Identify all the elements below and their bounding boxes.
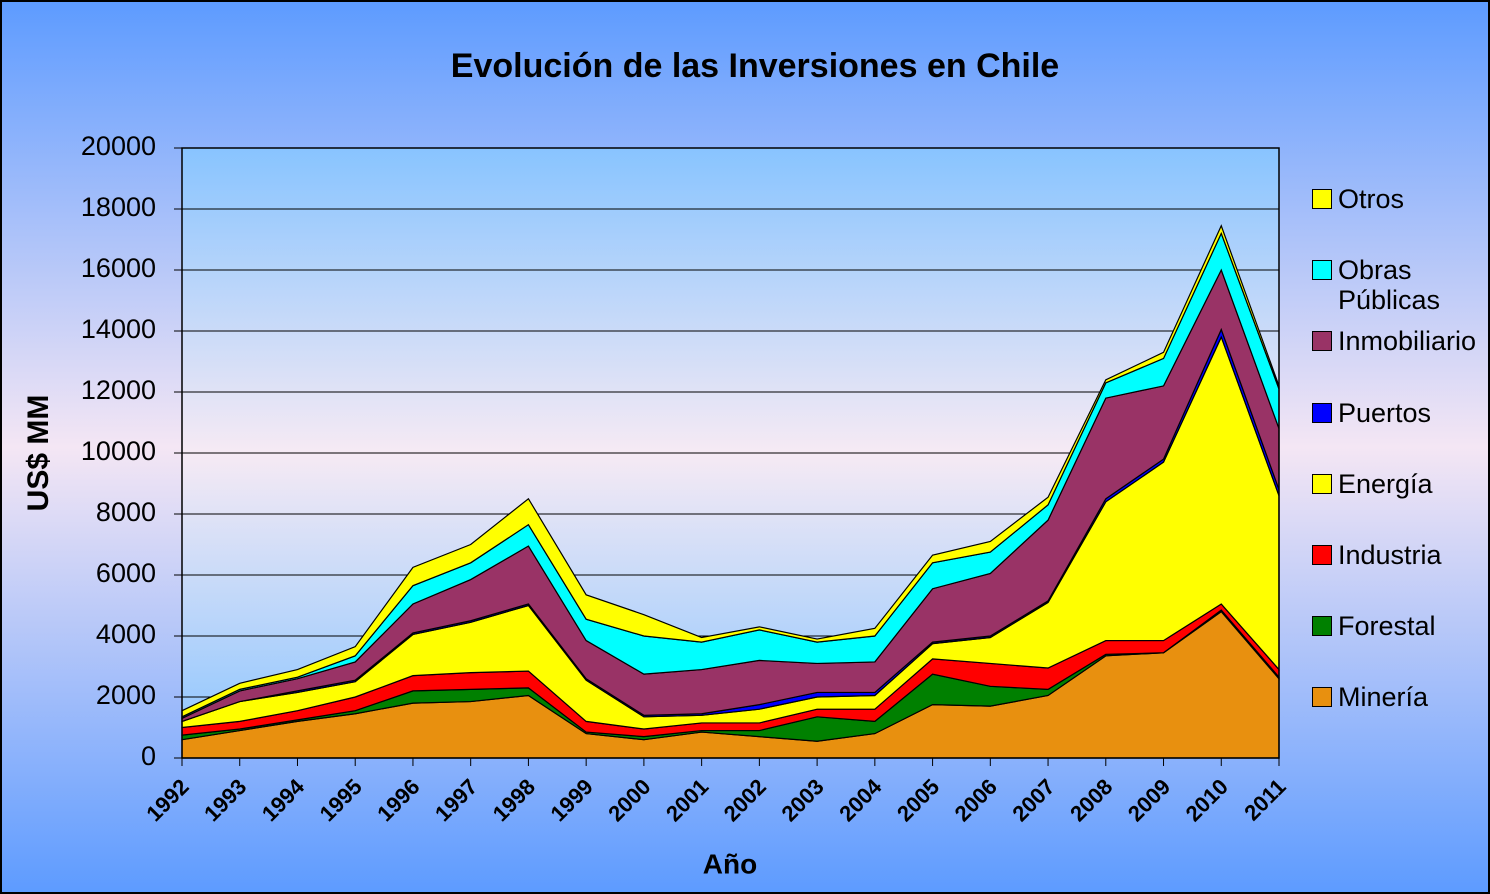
- plot-border: [181, 147, 1280, 759]
- legend-swatch: [1312, 403, 1332, 423]
- y-tick-label: 6000: [96, 558, 156, 588]
- legend-label: Forestal: [1338, 611, 1436, 641]
- y-tick-label: 16000: [81, 253, 156, 283]
- y-tick-label: 12000: [81, 375, 156, 405]
- legend-label: Otros: [1338, 184, 1405, 214]
- y-tick-label: 10000: [81, 436, 156, 466]
- legend-swatch: [1312, 545, 1332, 565]
- legend-label: Minería: [1338, 682, 1429, 712]
- y-tick-label: 0: [141, 741, 156, 771]
- legend-swatch: [1312, 474, 1332, 494]
- chart-title: Evolución de las Inversiones en Chile: [451, 47, 1059, 85]
- y-tick-label: 20000: [81, 131, 156, 161]
- legend-entry: Otros: [1312, 184, 1490, 214]
- y-axis-title: US$ MM: [22, 395, 55, 512]
- legend-entry: Industria: [1312, 540, 1490, 570]
- legend-entry: Inmobiliario: [1312, 326, 1490, 356]
- y-tick-label: 4000: [96, 619, 156, 649]
- legend-label: Obras Públicas: [1338, 255, 1441, 315]
- y-tick-label: 8000: [96, 497, 156, 527]
- legend-entry: Forestal: [1312, 611, 1490, 641]
- legend-swatch: [1312, 616, 1332, 636]
- legend-swatch: [1312, 331, 1332, 351]
- legend-label: Energía: [1338, 469, 1433, 499]
- legend-entry: Minería: [1312, 682, 1490, 712]
- legend-label: Industria: [1338, 540, 1442, 570]
- y-tick-label: 2000: [96, 680, 156, 710]
- y-tick-label: 18000: [81, 192, 156, 222]
- legend-label: Inmobiliario: [1338, 326, 1477, 356]
- y-tick-label: 14000: [81, 314, 156, 344]
- legend-entry: Obras Públicas: [1312, 255, 1490, 315]
- legend-swatch: [1312, 687, 1332, 707]
- x-axis-title: Año: [703, 848, 757, 879]
- legend-entry: Puertos: [1312, 398, 1490, 428]
- legend-swatch: [1312, 260, 1332, 280]
- legend-label: Puertos: [1338, 398, 1432, 428]
- legend-swatch: [1312, 189, 1332, 209]
- legend-entry: Energía: [1312, 469, 1490, 499]
